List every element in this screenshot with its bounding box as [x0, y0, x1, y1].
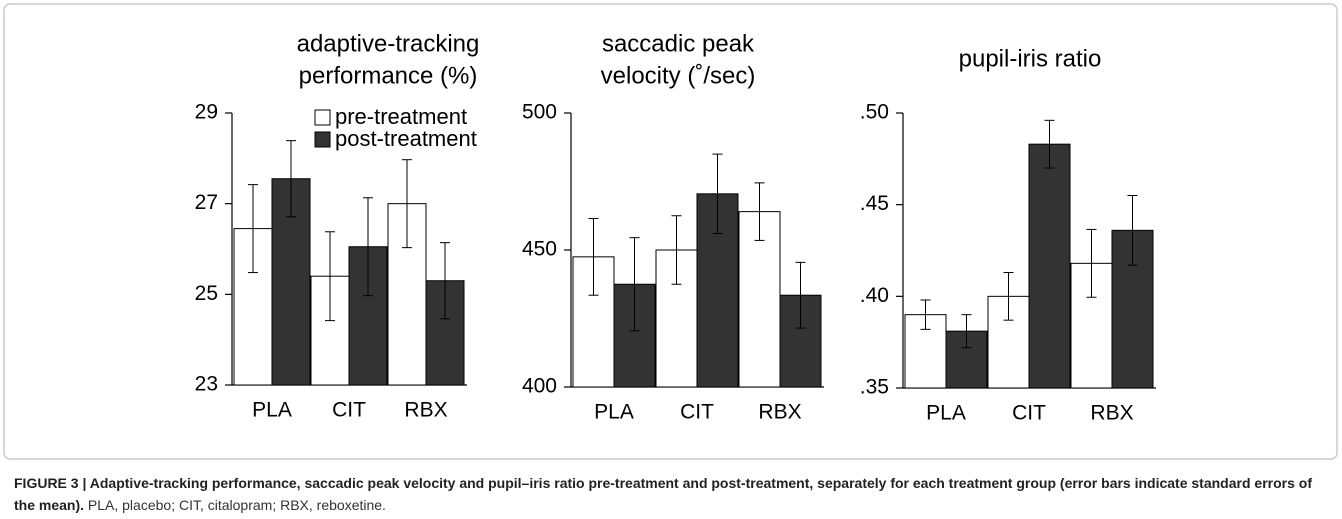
caption-bold: FIGURE 3 | Adaptive-tracking performance… — [14, 475, 1312, 513]
x-tick-label: PLA — [594, 401, 634, 424]
x-tick-label: CIT — [1012, 402, 1046, 425]
y-tick-label: 25 — [195, 282, 218, 305]
x-tick-label: PLA — [926, 402, 966, 425]
x-tick-label: RBX — [404, 399, 447, 422]
legend-swatch — [314, 131, 331, 148]
chart-title: saccadic peak — [602, 30, 755, 57]
chart-title: adaptive-tracking — [297, 30, 480, 57]
y-tick-label: 29 — [195, 101, 218, 124]
y-tick-label: 500 — [522, 101, 557, 124]
x-tick-label: RBX — [758, 401, 801, 424]
chart-title: velocity (˚/sec) — [601, 62, 756, 89]
caption-text: PLA, placebo; CIT, citalopram; RBX, rebo… — [87, 497, 386, 513]
legend-swatch — [314, 109, 331, 126]
caption: FIGURE 3 | Adaptive-tracking performance… — [14, 472, 1329, 516]
x-tick-label: PLA — [252, 399, 292, 422]
legend-label: post-treatment — [335, 126, 477, 151]
y-tick-label: .45 — [860, 192, 889, 215]
y-tick-label: 450 — [522, 238, 557, 261]
y-tick-label: 23 — [195, 373, 218, 396]
chart-title: performance (%) — [299, 62, 478, 89]
x-tick-label: CIT — [332, 399, 366, 422]
x-tick-label: RBX — [1090, 402, 1133, 425]
legend-label: pre-treatment — [335, 104, 467, 129]
y-tick-label: .40 — [860, 284, 889, 307]
frame — [3, 3, 1338, 460]
y-tick-label: .50 — [860, 101, 889, 124]
chart-title: pupil-iris ratio — [959, 45, 1102, 72]
bar — [1028, 143, 1071, 389]
y-tick-label: 27 — [195, 191, 218, 214]
x-tick-label: CIT — [680, 401, 714, 424]
y-tick-label: .35 — [860, 376, 889, 399]
figure: adaptive-tracking performance (%) 23 25 27 29… — [3, 3, 1338, 460]
y-tick-label: 400 — [522, 375, 557, 398]
bar — [1111, 229, 1154, 389]
